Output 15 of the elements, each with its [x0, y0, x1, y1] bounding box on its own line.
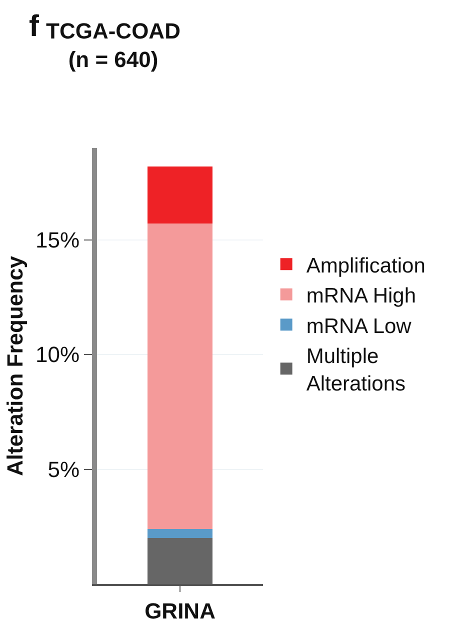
legend-label: Multiple Alterations: [306, 345, 406, 396]
text: f: [29, 10, 40, 43]
legend-label: mRNA High: [306, 284, 416, 308]
legend-label: Amplification: [306, 254, 426, 278]
y-axis-title: Alteration Frequency: [2, 255, 28, 476]
y-tick-label: 5%: [48, 456, 80, 482]
x-tick-label: GRINA: [144, 598, 216, 624]
bar: [147, 538, 213, 584]
y-tick-label: 10%: [36, 342, 80, 368]
chart-title: TCGA-COAD (n = 640): [46, 18, 180, 72]
bar: [147, 528, 213, 538]
bar: [147, 166, 213, 224]
legend-label: mRNA Low: [306, 314, 412, 338]
y-tick-label: 15%: [36, 227, 80, 252]
bar: [147, 224, 213, 529]
